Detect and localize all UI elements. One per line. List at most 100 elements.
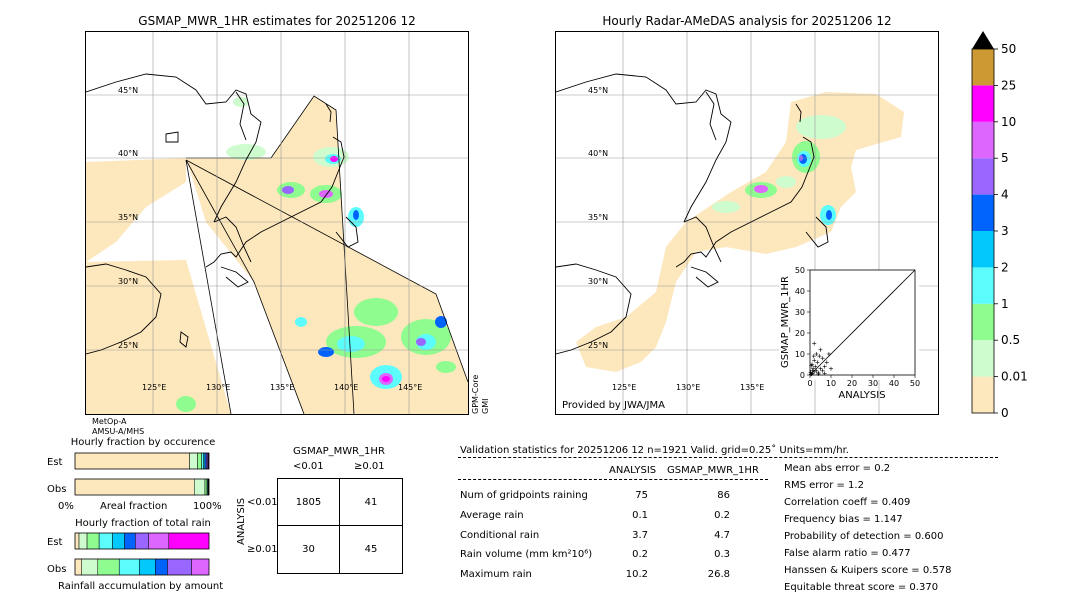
fraction-frame	[74, 532, 210, 550]
scatter-ytick-label: 50	[795, 266, 805, 275]
scatter-point	[815, 360, 820, 365]
left-sensor-right: GPM-Core GMI	[471, 374, 490, 414]
left-lon-label: 140°E	[334, 383, 358, 392]
colorbar-tick-label: 3	[1001, 224, 1009, 238]
colorbar-segment	[972, 267, 994, 304]
contingency-grid: 1805 41 30 45	[277, 478, 403, 574]
total-footer: Rainfall accumulation by amount	[58, 581, 224, 592]
fraction-segment	[86, 532, 100, 550]
validation-header: Validation statistics for 20251206 12 n=…	[460, 445, 849, 456]
occurrence-row-est: Est	[47, 457, 63, 468]
right-radar-coverage	[576, 92, 904, 372]
validation-row-analysis: 10.2	[625, 569, 648, 580]
scatter-point	[811, 366, 816, 371]
right-rain-cells	[712, 115, 846, 225]
scatter-ytick-label: 0	[800, 371, 805, 380]
left-swath-south	[186, 160, 468, 414]
scatter-ylabel: GSMAP_MWR_1HR	[780, 276, 791, 368]
scatter-ytick-label: 20	[795, 329, 805, 338]
contingency-col-label: ≥0.01	[354, 461, 385, 472]
left-swath-west	[86, 260, 231, 414]
validation-divider	[458, 457, 998, 458]
validation-row-gsmap: 86	[717, 490, 730, 501]
fraction-segment	[189, 452, 198, 470]
validation-score: False alarm ratio = 0.477	[784, 548, 911, 559]
scatter-point	[817, 354, 822, 359]
occurrence-axis-right: 100%	[193, 501, 222, 512]
scatter-point	[814, 368, 819, 373]
scatter-svg: 0 10 20 30 40 50 0 10 20 30 40 50 ANALYSIS GSMAP_MW…	[780, 266, 920, 401]
scatter-ytick-label: 30	[795, 308, 805, 317]
scatter-point	[822, 364, 827, 369]
scatter-ytick-label: 40	[795, 287, 805, 296]
colorbar: 50 25 10 5 4 3 2 1 0.5 0.01 0	[965, 28, 1035, 420]
contingency-cell: 30	[302, 544, 315, 555]
validation-row-gsmap: 0.2	[714, 510, 730, 521]
fraction-segment	[112, 532, 125, 550]
right-coastline	[556, 73, 829, 355]
fraction-frame	[74, 452, 210, 470]
left-lon-label: 135°E	[270, 383, 294, 392]
validation-col-gsmap: GSMAP_MWR_1HR	[667, 465, 759, 476]
left-map-canvas: 45°N 40°N 35°N 30°N 25°N 125°E 130°E 135…	[86, 32, 468, 414]
colorbar-segment	[972, 85, 994, 122]
scatter-xlabel: ANALYSIS	[838, 390, 885, 401]
occurrence-obs-bar	[74, 478, 210, 496]
left-lat-label: 30°N	[118, 277, 138, 286]
scatter-xtick-label: 0	[807, 379, 812, 388]
fraction-frame	[74, 558, 210, 576]
scatter-plot: 0 10 20 30 40 50 0 10 20 30 40 50 ANALYSIS GSMAP_MW…	[778, 264, 928, 402]
fraction-segment	[168, 532, 210, 550]
validation-score: Equitable threat score = 0.370	[784, 582, 939, 593]
scatter-point	[820, 368, 825, 373]
colorbar-segment	[972, 49, 994, 86]
total-obs-bar	[74, 558, 210, 576]
validation-row-gsmap: 26.8	[707, 569, 730, 580]
left-lat-label: 40°N	[118, 149, 138, 158]
colorbar-segment	[972, 340, 994, 377]
scatter-point	[824, 360, 829, 365]
colorbar-tick-label: 10	[1001, 115, 1016, 129]
fraction-frame	[74, 478, 210, 496]
validation-row-gsmap: 4.7	[714, 530, 730, 541]
fraction-segment	[194, 478, 206, 496]
scatter-point	[809, 363, 814, 368]
fraction-segment	[167, 558, 192, 576]
scatter-point	[814, 352, 819, 356]
scatter-point	[818, 347, 823, 352]
scatter-ytick-label: 10	[795, 350, 805, 359]
validation-row-analysis: 75	[635, 490, 648, 501]
left-lat-label: 25°N	[118, 341, 138, 350]
left-land-nw	[86, 158, 186, 262]
scatter-xtick-label: 40	[889, 379, 899, 388]
validation-row-label: Maximum rain	[460, 569, 532, 580]
fraction-segment	[74, 452, 190, 470]
colorbar-segment	[972, 231, 994, 268]
occurrence-row-obs: Obs	[47, 484, 67, 495]
left-map-title: GSMAP_MWR_1HR estimates for 20251206 12	[138, 14, 416, 28]
fraction-segment	[148, 532, 170, 550]
right-lat-label: 35°N	[588, 213, 608, 222]
validation-score: Frequency bias = 1.147	[784, 514, 903, 525]
left-lon-label: 130°E	[206, 383, 230, 392]
total-bars	[74, 532, 210, 576]
colorbar-segment	[972, 194, 994, 231]
right-lon-label: 135°E	[740, 383, 764, 392]
right-lon-label: 130°E	[676, 383, 700, 392]
fraction-segment	[74, 532, 80, 550]
validation-row-gsmap: 0.3	[714, 549, 730, 560]
scatter-xtick-label: 50	[910, 379, 920, 388]
validation-score: Probability of detection = 0.600	[784, 531, 944, 542]
right-map-canvas: 45°N 40°N 35°N 30°N 25°N 125°E 130°E 135…	[556, 32, 938, 414]
fraction-segment	[155, 558, 168, 576]
left-rain-cells	[176, 97, 456, 412]
scatter-diagonal	[809, 269, 916, 376]
fraction-segment	[191, 558, 210, 576]
contingency-row-label: ≥0.01	[247, 544, 278, 555]
right-lat-label: 45°N	[588, 86, 608, 95]
contingency-title: GSMAP_MWR_1HR	[293, 446, 385, 457]
total-est-bar	[74, 532, 210, 550]
scatter-xtick-label: 20	[847, 379, 857, 388]
scatter-point	[811, 354, 816, 359]
colorbar-segment	[972, 303, 994, 341]
